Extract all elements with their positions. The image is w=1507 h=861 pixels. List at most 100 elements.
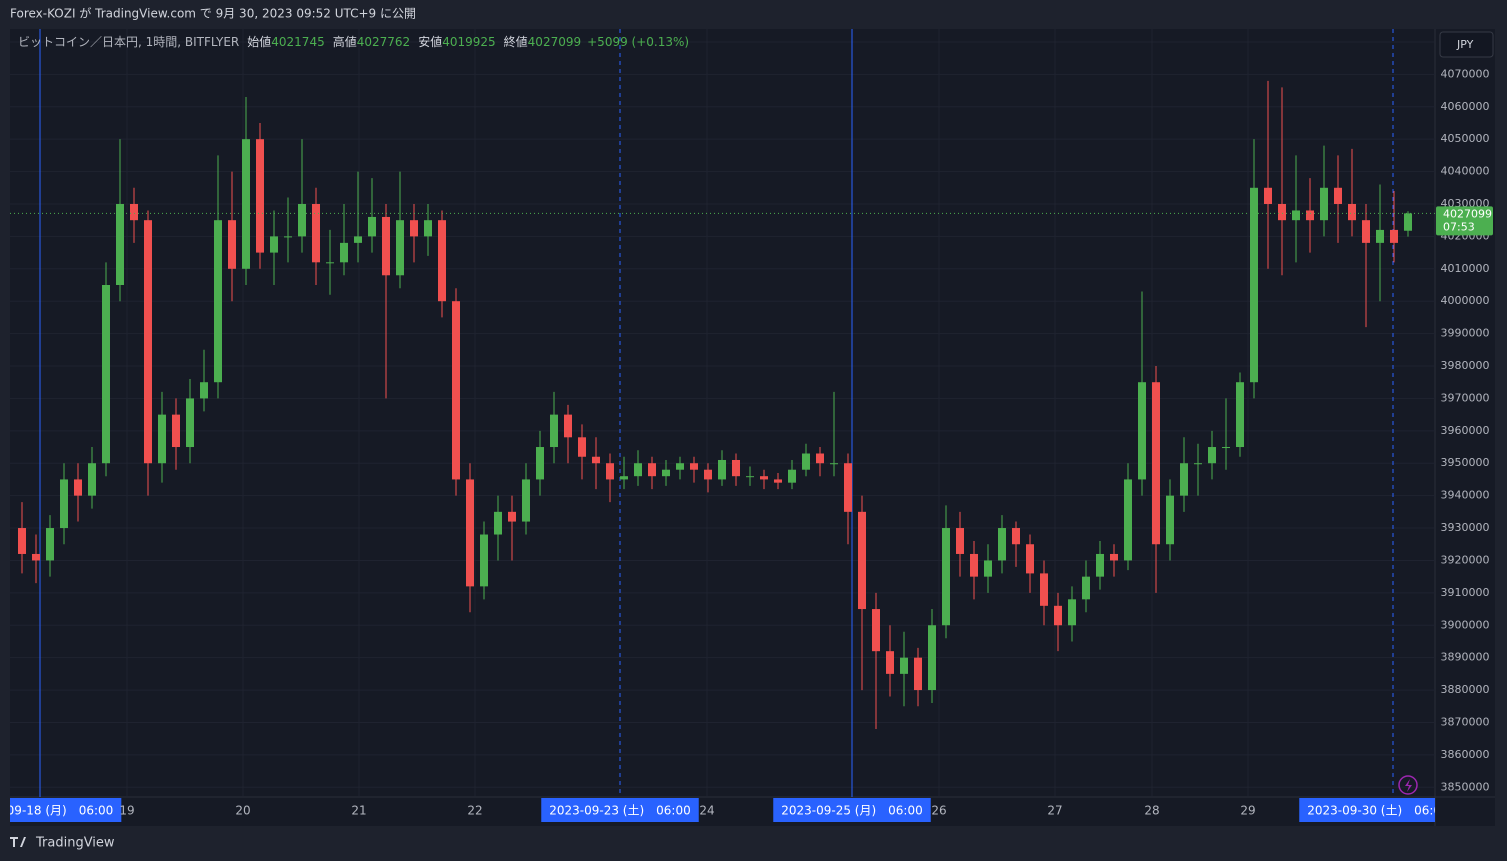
candle-body	[396, 220, 404, 276]
candle-body	[844, 463, 852, 512]
x-tick-label: 2023-09-23 (土) 06:00	[549, 804, 691, 818]
ohlc: 4019925	[442, 35, 495, 49]
candle-body	[200, 382, 208, 399]
y-tick-label: 3980000	[1441, 359, 1490, 372]
candle-body	[1334, 187, 1342, 204]
logo	[10, 837, 26, 847]
candle-body	[900, 657, 908, 674]
candle-body	[480, 534, 488, 587]
candle-body	[1264, 187, 1272, 204]
x-tick-label: 09-18 (月) 06:00	[7, 804, 114, 818]
y-tick-label: 3930000	[1441, 521, 1490, 534]
candle-body	[774, 479, 782, 483]
y-tick-label: 3880000	[1441, 683, 1490, 696]
candle-body	[60, 479, 68, 529]
x-tick-label: 26	[931, 804, 946, 818]
candle-body	[732, 459, 740, 477]
candle-body	[1110, 553, 1118, 561]
candle-body	[354, 236, 362, 243]
candle-body	[438, 220, 446, 302]
candle-body	[1390, 229, 1398, 243]
candle-body	[242, 139, 250, 269]
candle-body	[942, 528, 950, 626]
candle-body	[1138, 382, 1146, 480]
candle-body	[718, 459, 726, 480]
candle-body	[298, 203, 306, 237]
y-tick-label: 3900000	[1441, 618, 1490, 631]
ohlc: 始値	[247, 34, 271, 49]
ohlc: +5099 (+0.13%)	[587, 35, 689, 49]
x-tick-label: 29	[1240, 804, 1255, 818]
candle-body	[1124, 479, 1132, 561]
currency-button[interactable]	[1439, 31, 1494, 58]
candle-body	[1194, 463, 1202, 465]
candle-body	[662, 469, 670, 477]
candle-body	[452, 301, 460, 480]
y-tick-label: 3970000	[1441, 391, 1490, 404]
candle-body	[368, 216, 376, 237]
candle-body	[1208, 447, 1216, 464]
candle-body	[634, 463, 642, 477]
candle-body	[592, 456, 600, 464]
candle-body	[578, 437, 586, 457]
candle-body	[1166, 495, 1174, 545]
x-tick-label: 20	[235, 804, 250, 818]
x-tick-label: 28	[1144, 804, 1159, 818]
y-tick-label: 4040000	[1441, 165, 1490, 178]
y-tick-label: 3870000	[1441, 715, 1490, 728]
candle-body	[508, 511, 516, 522]
candle-body	[956, 528, 964, 554]
candle-body	[1362, 220, 1370, 243]
x-highlight	[773, 798, 931, 822]
candle-body	[522, 479, 530, 522]
x-tick-label: 22	[467, 804, 482, 818]
ohlc: 4027762	[357, 35, 410, 49]
last-price: 4027099	[1443, 207, 1492, 220]
candle-body	[620, 476, 628, 480]
candle-body	[32, 553, 40, 561]
candle-body	[1040, 573, 1048, 606]
time-axis: 09-18 (月) 06:00 19 20 21 22 2023-09-23 (土) 06…	[7, 798, 1435, 822]
candle-body	[802, 453, 810, 470]
candle-body	[1250, 187, 1258, 383]
x-highlight	[10, 798, 122, 822]
alert-icon[interactable]	[1398, 775, 1418, 795]
candle-body	[704, 469, 712, 480]
x-highlight	[541, 798, 699, 822]
plot-area	[10, 29, 1495, 826]
ohlc: 4021745	[271, 35, 324, 49]
y-tick-label: 3890000	[1441, 651, 1490, 664]
candle-body	[186, 398, 194, 448]
candle-body	[88, 463, 96, 496]
ohlc: 終値	[504, 34, 528, 49]
y-tick-label: 3910000	[1441, 586, 1490, 599]
candle-body	[1012, 528, 1020, 545]
candle-body	[1054, 605, 1062, 626]
candle-body	[1306, 210, 1314, 221]
candle-body	[606, 463, 614, 480]
candle-body	[858, 511, 866, 610]
candle-body	[648, 463, 656, 477]
candle-body	[1404, 213, 1412, 231]
candle-body	[1152, 382, 1160, 545]
last-price-box	[1436, 206, 1493, 236]
candle-body	[816, 453, 824, 464]
candle-body	[550, 414, 558, 448]
ohlc: 安値	[418, 34, 442, 49]
candle-body	[1026, 544, 1034, 574]
candle-body	[914, 657, 922, 691]
footer: TradingView	[35, 836, 115, 851]
candle-body	[130, 203, 138, 221]
candle-body	[228, 220, 236, 269]
currency[interactable]: JPY	[1456, 38, 1474, 51]
candle-body	[746, 476, 754, 478]
y-tick-label: 3940000	[1441, 489, 1490, 502]
candle-body	[102, 285, 110, 464]
candle-body	[172, 414, 180, 448]
candle-body	[1376, 229, 1384, 243]
candle-body	[214, 220, 222, 383]
candle-body	[270, 236, 278, 253]
x-tick-label: 21	[351, 804, 366, 818]
candle-body	[1082, 576, 1090, 600]
